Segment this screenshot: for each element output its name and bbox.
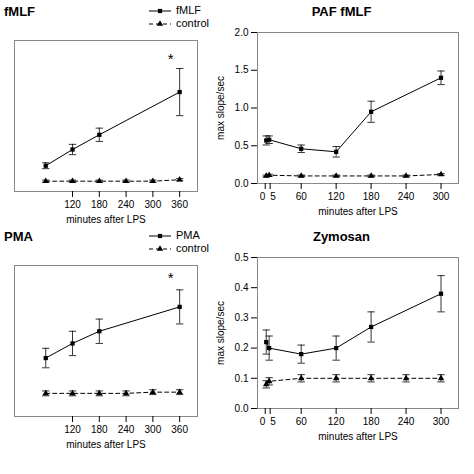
- svg-text:180: 180: [91, 199, 108, 210]
- svg-text:0: 0: [260, 191, 266, 202]
- html-text:fMLF: fMLF: [4, 4, 35, 19]
- svg-text:300: 300: [433, 416, 450, 427]
- svg-text:360: 360: [171, 199, 188, 210]
- svg-text:0.0: 0.0: [235, 178, 249, 189]
- svg-text:0.4: 0.4: [235, 282, 249, 293]
- svg-text:max slope/sec: max slope/sec: [215, 76, 226, 140]
- svg-text:*: *: [168, 50, 174, 67]
- svg-text:180: 180: [363, 416, 380, 427]
- svg-text:60: 60: [296, 191, 308, 202]
- svg-text:minutes after LPS: minutes after LPS: [66, 214, 146, 225]
- svg-text:5: 5: [270, 416, 276, 427]
- svg-text:0.5: 0.5: [235, 252, 249, 263]
- html-text:fMLF: fMLF: [176, 4, 201, 16]
- svg-text:0.2: 0.2: [235, 342, 249, 353]
- svg-text:minutes after LPS: minutes after LPS: [318, 431, 398, 442]
- svg-text:0.5: 0.5: [235, 140, 249, 151]
- svg-text:0: 0: [260, 416, 266, 427]
- svg-text:300: 300: [145, 424, 162, 435]
- svg-text:300: 300: [145, 199, 162, 210]
- svg-text:1.5: 1.5: [235, 64, 249, 75]
- svg-text:180: 180: [91, 424, 108, 435]
- svg-text:60: 60: [296, 416, 308, 427]
- html-text:control: control: [176, 17, 209, 29]
- svg-text:5: 5: [270, 191, 276, 202]
- svg-text:240: 240: [398, 191, 415, 202]
- svg-text:0.0: 0.0: [235, 403, 249, 414]
- html-text:Zymosan: Zymosan: [313, 229, 370, 244]
- html-text:control: control: [176, 242, 209, 254]
- html-text:PMA: PMA: [4, 229, 33, 244]
- svg-text:*: *: [168, 269, 174, 286]
- svg-text:180: 180: [363, 191, 380, 202]
- svg-text:360: 360: [171, 424, 188, 435]
- svg-text:2.0: 2.0: [235, 27, 249, 38]
- svg-text:240: 240: [398, 416, 415, 427]
- svg-text:0.1: 0.1: [235, 373, 249, 384]
- svg-text:1.0: 1.0: [235, 102, 249, 113]
- svg-text:120: 120: [64, 199, 81, 210]
- svg-text:120: 120: [64, 424, 81, 435]
- svg-text:0.3: 0.3: [235, 312, 249, 323]
- svg-text:240: 240: [118, 199, 135, 210]
- svg-text:max slope/sec: max slope/sec: [215, 301, 226, 365]
- svg-text:minutes after LPS: minutes after LPS: [318, 206, 398, 217]
- svg-text:120: 120: [328, 416, 345, 427]
- html-text:PAF fMLF: PAF fMLF: [311, 4, 372, 19]
- html-text:PMA: PMA: [176, 229, 200, 241]
- svg-text:minutes after LPS: minutes after LPS: [66, 439, 146, 450]
- svg-text:240: 240: [118, 424, 135, 435]
- svg-text:120: 120: [328, 191, 345, 202]
- svg-text:300: 300: [433, 191, 450, 202]
